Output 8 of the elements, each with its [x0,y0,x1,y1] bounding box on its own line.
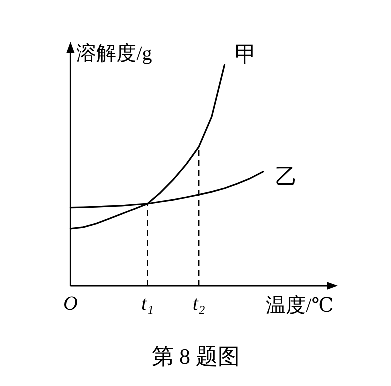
x-tick: t₁ [141,293,154,315]
annotation: 第 8 题图 [152,344,240,369]
xlabel: 温度/℃ [266,295,334,317]
ylabel: 溶解度/g [76,43,152,65]
x-tick: O [63,293,78,315]
series-name: 甲 [234,42,257,67]
x-tick: t₂ [192,293,206,315]
series-name: 乙 [275,164,298,189]
